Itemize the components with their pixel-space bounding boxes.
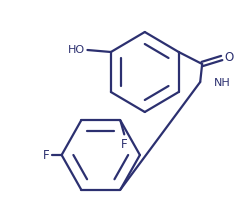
Text: HO: HO xyxy=(68,45,86,55)
Text: O: O xyxy=(225,51,234,64)
Text: F: F xyxy=(43,148,50,161)
Text: F: F xyxy=(121,138,128,151)
Text: NH: NH xyxy=(214,78,231,88)
